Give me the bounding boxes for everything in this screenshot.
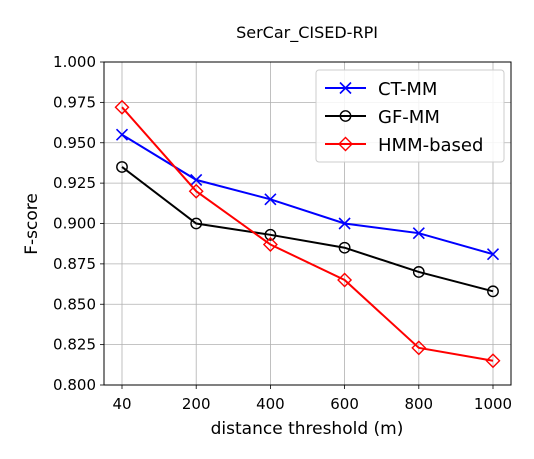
data-point bbox=[487, 285, 499, 298]
data-point bbox=[486, 248, 500, 261]
data-point bbox=[190, 173, 203, 186]
data-point bbox=[485, 353, 501, 369]
y-tick-label: 0.875 bbox=[53, 255, 96, 273]
data-point bbox=[412, 227, 425, 240]
y-tick-label: 0.850 bbox=[53, 295, 96, 313]
y-tick-label: 0.950 bbox=[53, 134, 96, 152]
data-point bbox=[411, 340, 427, 356]
series-hmm-based bbox=[114, 99, 501, 369]
legend-label: GF-MM bbox=[378, 107, 440, 128]
x-tick-label: 400 bbox=[256, 395, 285, 413]
legend-item: HMM-based bbox=[325, 135, 483, 156]
data-point bbox=[264, 193, 277, 206]
legend-label: HMM-based bbox=[378, 135, 483, 156]
y-tick-label: 0.900 bbox=[53, 215, 96, 233]
series-ct-mm bbox=[115, 128, 500, 261]
legend-label: CT-MM bbox=[378, 79, 437, 100]
data-point bbox=[338, 241, 351, 254]
x-axis-label: distance threshold (m) bbox=[211, 419, 404, 439]
y-axis-label: F-score bbox=[22, 193, 42, 255]
data-point bbox=[114, 99, 130, 115]
series-line bbox=[121, 133, 494, 256]
x-marker bbox=[339, 81, 352, 95]
legend: CT-MM GF-MM HMM-based bbox=[315, 69, 505, 163]
y-tick-label: 1.000 bbox=[53, 53, 96, 71]
ticks: 40 200 400 600 800 1000 0.800 0.825 0.850 0.875 0.… bbox=[53, 53, 512, 413]
y-tick-label: 0.800 bbox=[53, 376, 96, 394]
x-tick-label: 1000 bbox=[474, 395, 512, 413]
data-point bbox=[262, 237, 278, 252]
diamond-marker bbox=[338, 136, 353, 152]
legend-item: CT-MM bbox=[325, 79, 437, 100]
data-point bbox=[338, 217, 351, 230]
y-tick-label: 0.975 bbox=[53, 93, 96, 111]
chart-title: SerCar_CISED-RPI bbox=[236, 23, 378, 43]
legend-item: GF-MM bbox=[325, 107, 440, 128]
data-point bbox=[190, 217, 203, 230]
x-tick-label: 600 bbox=[330, 395, 359, 413]
data-point bbox=[337, 272, 353, 288]
data-point bbox=[116, 161, 128, 173]
circle-marker bbox=[339, 110, 352, 122]
y-tick-label: 0.925 bbox=[53, 174, 96, 192]
series-layer bbox=[114, 99, 501, 369]
data-point bbox=[115, 128, 129, 141]
legend-box bbox=[315, 69, 505, 163]
series-line bbox=[121, 106, 494, 362]
data-point bbox=[412, 266, 425, 278]
x-tick-label: 200 bbox=[182, 395, 211, 413]
series-line bbox=[121, 166, 494, 293]
x-tick-label: 800 bbox=[404, 395, 433, 413]
data-point bbox=[188, 183, 204, 199]
data-point bbox=[264, 228, 277, 241]
y-tick-label: 0.825 bbox=[53, 336, 96, 354]
x-tick-label: 40 bbox=[112, 395, 131, 413]
series-gf-mm bbox=[116, 161, 499, 298]
